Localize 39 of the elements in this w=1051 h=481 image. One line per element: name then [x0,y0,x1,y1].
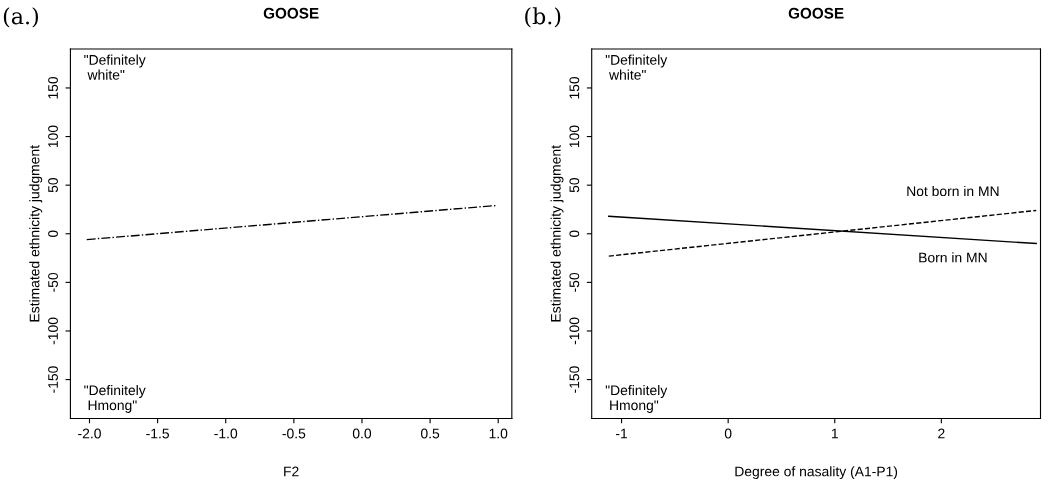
annotation: "Definitely white" [84,54,146,80]
annotation: "Definitely white" [605,54,668,80]
y-tick-label: -100 [569,317,580,345]
y-tick-label: 0 [569,230,580,238]
y-axis-title: Estimated ethnicity judgment [29,145,43,322]
x-axis-title: F2 [284,466,299,477]
x-tick-label: 0 [724,428,732,439]
x-tick-label: 1 [831,428,838,439]
y-tick-label: -100 [48,317,58,345]
series-label: Not born in MN [907,185,999,197]
y-tick-label: 50 [48,177,58,193]
y-tick-label: 100 [48,125,58,148]
annotation: "Definitely Hmong" [84,385,146,413]
chart-title: GOOSE [263,7,319,19]
text: (b.) [525,7,561,28]
y-tick-label: 150 [48,76,58,99]
x-tick-label: -1.0 [214,428,238,439]
chart-title: GOOSE [788,7,844,19]
y-tick-label: 0 [48,230,58,238]
y-tick-label: -50 [48,272,58,292]
y-tick-label: 50 [569,177,580,193]
x-tick-label: -2.0 [78,428,101,439]
x-axis-title: Degree of nasality (A1-P1) [735,466,898,480]
x-tick-label: 2 [938,428,945,439]
x-tick-label: 0.0 [352,428,372,439]
y-tick-label: -150 [48,366,58,393]
series-label: Born in MN [919,252,987,263]
y-tick-label: 100 [569,125,580,148]
y-axis-title: Estimated ethnicity judgment [550,145,564,322]
y-tick-label: -50 [569,272,580,292]
x-tick-label: 1.0 [489,428,508,439]
text: (a.) [3,7,38,28]
y-tick-label: 150 [569,76,580,99]
x-tick-label: -1 [616,428,628,439]
x-tick-label: -0.5 [282,428,306,439]
annotation: "Definitely Hmong" [605,385,668,413]
x-tick-label: -1.5 [146,428,169,439]
x-tick-label: 0.5 [420,428,440,439]
y-tick-label: -150 [569,366,580,393]
